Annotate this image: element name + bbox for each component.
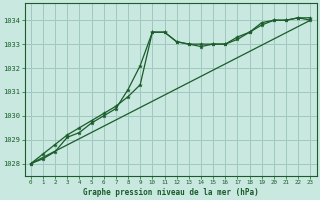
X-axis label: Graphe pression niveau de la mer (hPa): Graphe pression niveau de la mer (hPa): [83, 188, 259, 197]
